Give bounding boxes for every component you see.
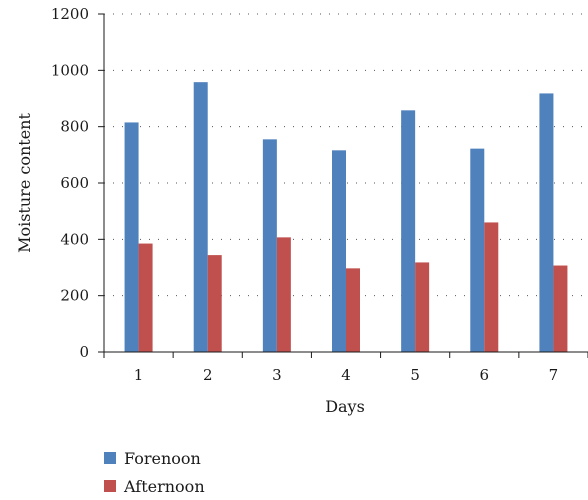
legend-item-forenoon: Forenoon bbox=[104, 444, 205, 472]
legend-label-forenoon: Forenoon bbox=[124, 448, 201, 468]
bar-afternoon-day-5 bbox=[415, 262, 430, 352]
bar-afternoon-day-1 bbox=[138, 243, 153, 352]
bar-forenoon-day-4 bbox=[332, 150, 346, 352]
legend-item-afternoon: Afternoon bbox=[104, 472, 205, 500]
bar-afternoon-day-4 bbox=[346, 268, 360, 352]
axes bbox=[98, 13, 588, 358]
forenoon-swatch bbox=[104, 452, 116, 464]
y-tick-label: 600 bbox=[60, 174, 89, 192]
bar-forenoon-day-3 bbox=[262, 139, 277, 352]
y-tick-label: 200 bbox=[60, 287, 89, 305]
bars bbox=[124, 82, 568, 353]
bar-forenoon-day-5 bbox=[401, 110, 416, 352]
x-tick-labels: 1 2 3 4 5 6 7 bbox=[134, 366, 558, 384]
x-tick-label: 3 bbox=[272, 366, 282, 384]
bar-forenoon-day-6 bbox=[470, 148, 485, 352]
x-tick-label: 1 bbox=[134, 366, 144, 384]
y-tick-label: 1200 bbox=[51, 5, 89, 23]
y-tick-label: 400 bbox=[60, 230, 89, 248]
y-tick-label: 800 bbox=[60, 118, 89, 136]
y-tick-label: 1000 bbox=[51, 61, 89, 79]
x-axis-title: Days bbox=[325, 397, 365, 416]
y-tick-labels: 0 200 400 600 800 1000 1200 bbox=[51, 5, 89, 361]
bar-forenoon-day-1 bbox=[124, 122, 139, 352]
y-tick-label: 0 bbox=[79, 343, 89, 361]
x-tick-label: 6 bbox=[480, 366, 490, 384]
bar-chart: 0 200 400 600 800 1000 1200 1 2 3 4 5 6 7 Days Moist… bbox=[15, 5, 588, 416]
x-tick-label: 2 bbox=[203, 366, 213, 384]
bar-afternoon-day-7 bbox=[553, 265, 568, 352]
legend-label-afternoon: Afternoon bbox=[124, 476, 205, 496]
bar-afternoon-day-6 bbox=[484, 222, 499, 352]
legend: Forenoon Afternoon bbox=[104, 444, 205, 500]
y-axis-title: Moisture content bbox=[15, 113, 34, 253]
x-tick-label: 4 bbox=[341, 366, 351, 384]
bar-afternoon-day-3 bbox=[276, 237, 291, 352]
bar-afternoon-day-2 bbox=[207, 255, 222, 352]
bar-forenoon-day-2 bbox=[193, 82, 208, 352]
x-tick-label: 5 bbox=[410, 366, 420, 384]
x-tick-label: 7 bbox=[549, 366, 559, 384]
bar-forenoon-day-7 bbox=[539, 93, 554, 353]
afternoon-swatch bbox=[104, 480, 116, 492]
